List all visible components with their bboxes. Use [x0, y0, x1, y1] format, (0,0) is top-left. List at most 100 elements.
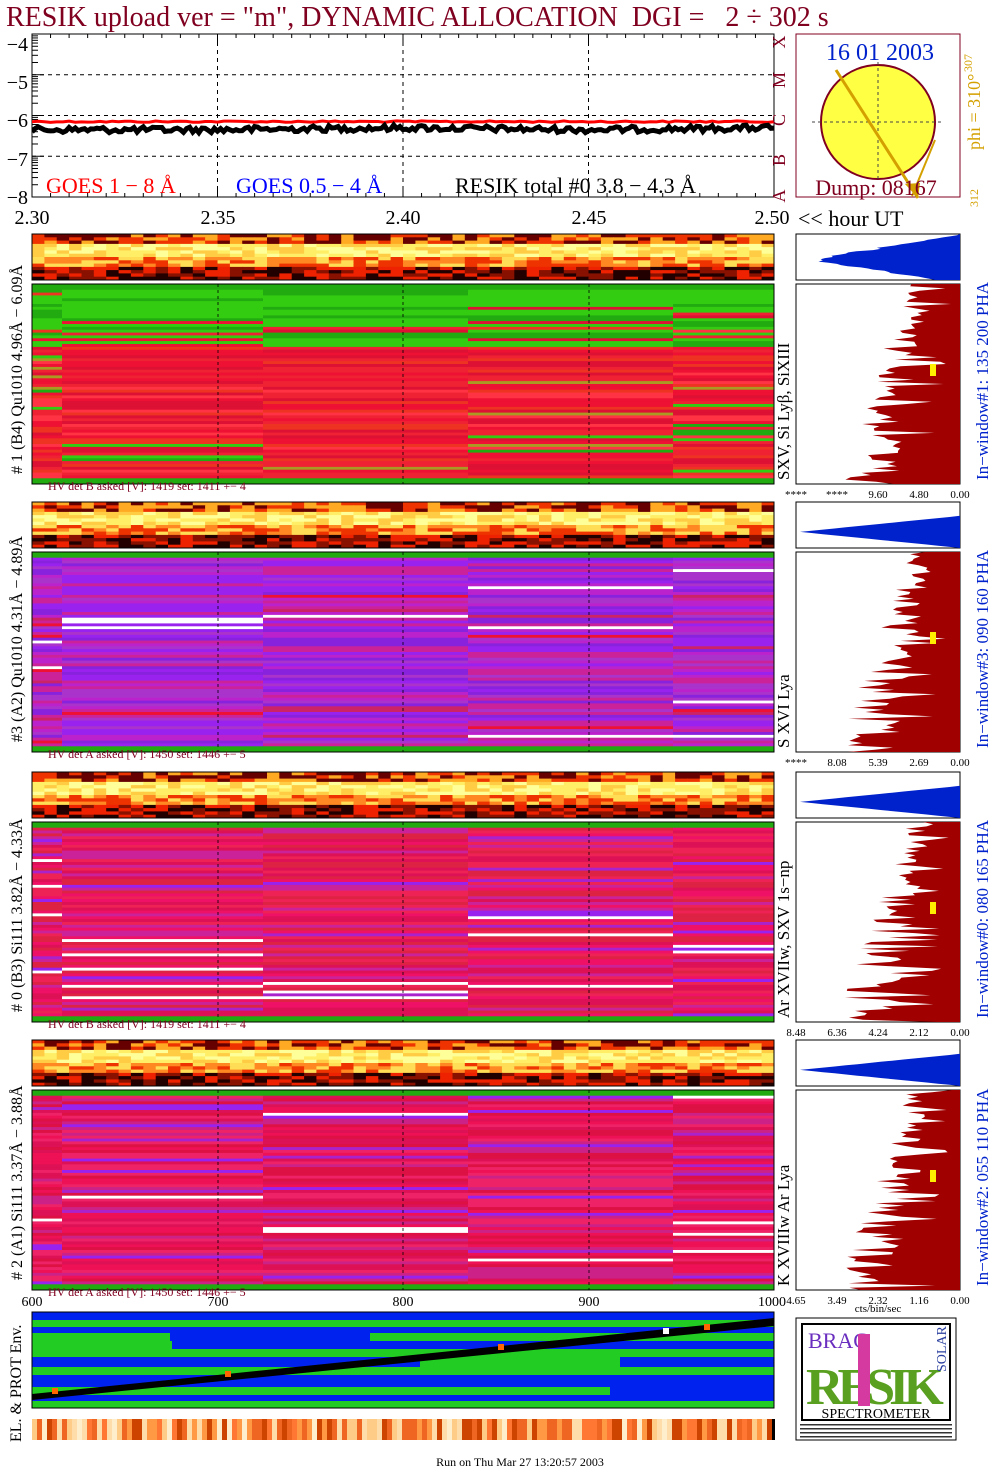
- spectrogram-row: [673, 703, 774, 707]
- top-strip-cell: [526, 1066, 540, 1071]
- top-strip-cell: [304, 788, 317, 793]
- top-strip-cell: [291, 775, 305, 780]
- top-strip-cell: [675, 1063, 688, 1067]
- top-strip-cell: [514, 237, 528, 242]
- spectrogram-row: [468, 913, 673, 917]
- spectrogram-row: [32, 959, 62, 963]
- top-strip-cell: [130, 538, 144, 542]
- top-strip-cell: [588, 775, 602, 780]
- spectrogram-row: [263, 746, 468, 750]
- top-strip-cell: [403, 253, 416, 258]
- goes-y-tick: −7: [7, 149, 28, 171]
- top-strip-cell: [576, 273, 589, 278]
- top-strip-cell: [56, 266, 70, 271]
- top-strip-cell: [44, 525, 58, 529]
- top-strip-cell: [304, 1072, 317, 1077]
- top-strip-cell: [44, 1066, 58, 1071]
- spectrogram-row: [263, 1010, 468, 1014]
- top-strip-cell: [761, 544, 775, 549]
- top-strip-cell: [353, 257, 367, 261]
- top-strip-cell: [576, 263, 589, 268]
- top-strip-cell: [403, 521, 416, 526]
- top-strip-cell: [155, 273, 169, 278]
- top-strip-cell: [267, 270, 280, 274]
- top-strip-cell: [613, 240, 627, 245]
- top-strip-cell: [576, 247, 589, 251]
- spectrogram-row: [673, 378, 774, 382]
- top-strip-cell: [254, 234, 268, 238]
- top-strip-cell: [539, 505, 552, 510]
- spectrogram-row: [673, 646, 774, 650]
- spectrogram-row: [673, 1250, 774, 1254]
- spectrogram-row: [62, 594, 263, 599]
- top-strip-cell: [514, 791, 528, 796]
- top-strip-cell: [526, 253, 540, 258]
- spectrogram-row: [468, 1227, 673, 1231]
- top-strip-cell: [81, 253, 95, 258]
- spectrogram-row: [468, 332, 673, 336]
- spectrogram-row: [673, 1272, 774, 1277]
- top-strip-cell: [229, 240, 243, 245]
- spectrogram-row: [62, 640, 263, 644]
- top-strip-cell: [291, 531, 305, 536]
- spectrogram-row: [673, 663, 774, 667]
- spectrogram-row: [263, 876, 468, 880]
- spectrogram-row: [62, 1187, 263, 1191]
- spectrogram-row: [62, 669, 263, 673]
- top-strip-cell: [267, 508, 280, 513]
- spectrogram-row: [468, 349, 673, 354]
- top-strip-cell: [229, 243, 243, 248]
- top-strip-cell: [316, 1076, 330, 1080]
- top-strip-cell: [600, 795, 614, 799]
- spectrogram-row: [62, 1158, 263, 1162]
- top-strip-cell: [155, 243, 169, 248]
- top-strip-cell: [625, 1049, 639, 1054]
- top-strip-cell: [254, 1046, 268, 1051]
- spectrogram-row: [263, 842, 468, 846]
- spectrogram-row: [263, 916, 468, 920]
- top-strip-cell: [279, 1072, 293, 1077]
- top-strip-cell: [180, 1043, 194, 1048]
- top-strip-cell: [687, 1040, 701, 1044]
- top-strip-cell: [168, 781, 181, 786]
- spectrogram-row: [263, 993, 468, 997]
- spectrogram-row: [468, 970, 673, 974]
- top-strip-cell: [205, 505, 218, 510]
- top-strip-cell: [613, 1049, 627, 1054]
- top-strip-cell: [403, 266, 416, 271]
- top-strip-cell: [501, 276, 515, 281]
- top-strip-cell: [143, 270, 157, 274]
- top-strip-cell: [514, 234, 528, 238]
- top-strip-cell: [600, 1082, 614, 1087]
- top-strip-cell: [687, 772, 701, 776]
- top-strip-cell: [687, 266, 701, 271]
- spectrogram-row: [673, 560, 774, 564]
- top-strip-cell: [130, 775, 144, 780]
- top-strip-cell: [32, 1040, 45, 1044]
- top-strip-cell: [155, 814, 169, 819]
- top-strip-cell: [724, 250, 738, 255]
- top-strip-cell: [650, 1076, 664, 1080]
- top-strip-cell: [501, 253, 515, 258]
- spectrogram-row: [32, 384, 62, 388]
- top-strip-cell: [328, 811, 342, 816]
- spectrogram-row: [263, 444, 468, 448]
- top-strip-cell: [539, 266, 552, 271]
- top-strip-cell: [736, 1063, 750, 1067]
- spectrogram-row: [32, 982, 62, 986]
- top-strip-cell: [489, 1049, 503, 1054]
- spectrogram-row: [468, 902, 673, 906]
- spectrogram-row: [62, 1270, 263, 1274]
- top-strip-cell: [613, 781, 627, 786]
- top-strip-cell: [403, 781, 416, 786]
- top-strip-cell: [501, 1053, 515, 1057]
- top-strip-cell: [724, 775, 738, 780]
- top-strip-cell: [687, 1046, 701, 1051]
- spectrogram-row: [62, 623, 263, 627]
- spectrogram-row: [263, 309, 468, 314]
- spectrogram-row: [62, 1144, 263, 1148]
- spectrogram-row: [62, 298, 263, 302]
- top-strip-cell: [69, 1069, 82, 1074]
- top-strip-cell: [749, 772, 763, 776]
- top-strip-cell: [724, 544, 738, 549]
